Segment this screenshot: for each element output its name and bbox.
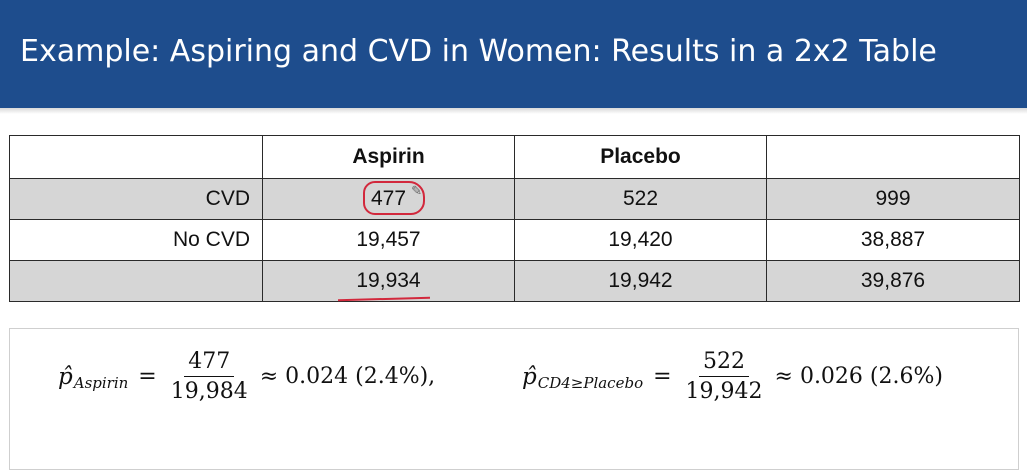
table-row-cvd: CVD 477 ✎ 522 999 xyxy=(9,178,1020,220)
cell-no-cvd-total: 38,887 xyxy=(766,219,1020,261)
table-row-total: 19,934 19,942 39,876 xyxy=(9,260,1020,302)
table-header-row: Aspirin Placebo xyxy=(9,135,1020,179)
header-cell-empty xyxy=(9,135,263,179)
cell-no-cvd-aspirin: 19,457 xyxy=(262,219,515,261)
title-bar: Example: Aspiring and CVD in Women: Resu… xyxy=(0,0,1027,108)
result-aspirin: ≈ 0.024 (2.4%), xyxy=(259,364,436,389)
circled-value: 477 ✎ xyxy=(362,181,425,215)
numerator-placebo: 522 xyxy=(699,349,750,377)
title-bar-shadow xyxy=(0,108,1027,114)
result-placebo: ≈ 0.026 (2.6%) xyxy=(774,364,943,389)
formula-placebo: p̂ CD4≥Placebo = 522 19,942 ≈ 0.026 (2.6… xyxy=(522,349,943,404)
cell-cvd-total: 999 xyxy=(766,178,1020,220)
cell-cvd-aspirin: 477 ✎ xyxy=(262,178,515,220)
equals-sign: = xyxy=(138,364,157,389)
cell-cvd-placebo: 522 xyxy=(514,178,767,220)
subscript-placebo: CD4≥Placebo xyxy=(537,373,644,392)
cell-no-cvd-placebo: 19,420 xyxy=(514,219,767,261)
cell-total-placebo: 19,942 xyxy=(514,260,767,302)
formula-aspirin: p̂ Aspirin = 477 19,984 ≈ 0.024 (2.4%), xyxy=(58,349,435,404)
row-label-cvd: CVD xyxy=(9,178,263,220)
results-table: Aspirin Placebo CVD 477 ✎ 522 999 No CVD… xyxy=(9,135,1020,302)
header-cell-total xyxy=(766,135,1020,179)
slide-title: Example: Aspiring and CVD in Women: Resu… xyxy=(20,34,937,69)
header-cell-aspirin: Aspirin xyxy=(262,135,515,179)
p-hat-symbol: p̂ xyxy=(58,363,73,390)
numerator-aspirin: 477 xyxy=(184,349,235,377)
denominator-aspirin: 19,984 xyxy=(170,379,248,404)
subscript-aspirin: Aspirin xyxy=(73,373,129,392)
formula-panel: p̂ Aspirin = 477 19,984 ≈ 0.024 (2.4%), … xyxy=(9,328,1019,470)
p-hat-symbol: p̂ xyxy=(522,363,537,390)
table-row-no-cvd: No CVD 19,457 19,420 38,887 xyxy=(9,219,1020,261)
equals-sign: = xyxy=(653,364,672,389)
cell-total-aspirin: 19,934 xyxy=(262,260,515,302)
fraction-aspirin: 477 19,984 xyxy=(167,349,252,404)
fraction-placebo: 522 19,942 xyxy=(682,349,767,404)
cell-grand-total: 39,876 xyxy=(766,260,1020,302)
row-label-total xyxy=(9,260,263,302)
pencil-cursor-icon: ✎ xyxy=(411,183,423,198)
header-cell-placebo: Placebo xyxy=(514,135,767,179)
denominator-placebo: 19,942 xyxy=(685,379,763,404)
row-label-no-cvd: No CVD xyxy=(9,219,263,261)
cell-cvd-aspirin-value: 477 xyxy=(370,187,407,210)
